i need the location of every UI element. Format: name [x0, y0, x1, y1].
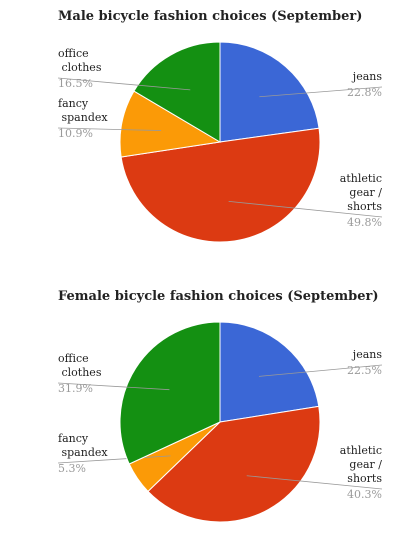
- leader-line: [228, 200, 383, 218]
- pie-slice: [119, 90, 222, 158]
- pie-slice: [219, 321, 320, 423]
- slice-value-label: 22.8%: [347, 86, 382, 99]
- leader-line: [57, 455, 171, 464]
- leader-line: [57, 382, 170, 391]
- slice-value-label: 16.5%: [58, 77, 93, 90]
- pie-slice: [120, 127, 321, 243]
- slice-label: office clothes: [58, 47, 102, 74]
- pie-slice: [119, 321, 221, 465]
- slice-label: athletic gear / shorts: [340, 172, 383, 213]
- slice-value-label: 10.9%: [58, 127, 93, 140]
- slice-value-label: 22.5%: [347, 364, 382, 377]
- chart-title: Male bicycle fashion choices (September): [58, 9, 362, 24]
- slice-value-label: 5.3%: [58, 462, 86, 475]
- slice-value-label: 31.9%: [58, 382, 93, 395]
- pie-slice: [219, 41, 320, 143]
- leader-line: [246, 475, 383, 490]
- slice-value-label: 49.8%: [347, 216, 382, 229]
- slice-label: jeans: [351, 70, 383, 83]
- pie-slice: [147, 405, 321, 523]
- slice-label: athletic gear / shorts: [340, 444, 383, 485]
- leader-line: [57, 127, 162, 131]
- leader-line: [57, 77, 191, 91]
- chart-title: Female bicycle fashion choices (Septembe…: [58, 289, 379, 304]
- leader-line: [259, 86, 383, 98]
- slice-label: fancy spandex: [58, 432, 108, 459]
- slice-label: fancy spandex: [58, 97, 108, 124]
- slice-label: jeans: [351, 348, 383, 361]
- leader-line: [258, 364, 383, 377]
- slice-value-label: 40.3%: [347, 488, 382, 501]
- slice-label: office clothes: [58, 352, 102, 379]
